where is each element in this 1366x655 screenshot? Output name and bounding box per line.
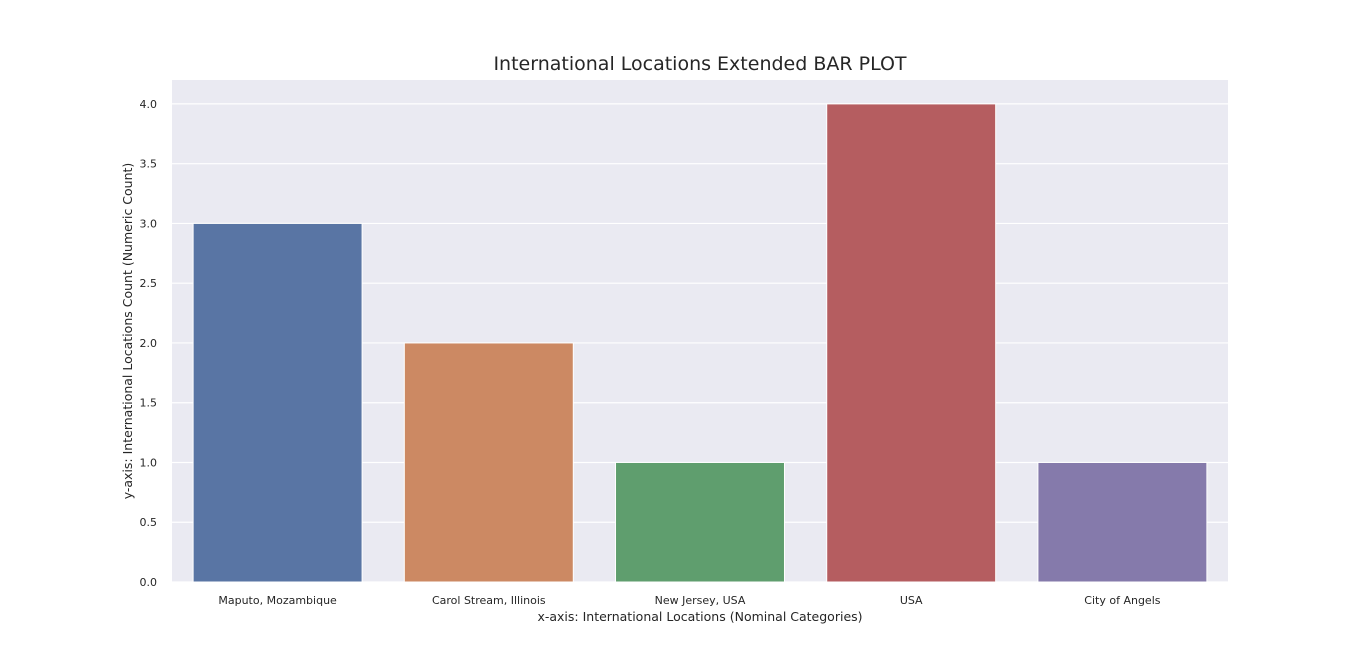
x-tick-label: City of Angels: [1084, 594, 1160, 607]
y-tick-label: 4.0: [140, 98, 158, 111]
bar: [615, 461, 785, 583]
bar: [403, 342, 574, 583]
bar: [1037, 461, 1208, 583]
bars: [192, 103, 1208, 583]
y-tick-label: 3.0: [140, 217, 158, 230]
y-tick-label: 3.5: [140, 158, 158, 171]
x-tick-label: Carol Stream, Illinois: [432, 594, 546, 607]
y-tick-label: 1.0: [140, 456, 158, 469]
x-tick-labels: Maputo, Mozambique Carol Stream, Illinois…: [218, 594, 1160, 607]
x-tick-label: New Jersey, USA: [655, 594, 746, 607]
y-tick-label: 1.5: [140, 397, 158, 410]
y-axis-label: y-axis: International Locations Count (N…: [120, 163, 135, 500]
x-tick-label: Maputo, Mozambique: [218, 594, 337, 607]
y-tick-label: 2.5: [140, 277, 158, 290]
x-tick-label: USA: [900, 594, 923, 607]
bar: [826, 103, 997, 583]
bar: [192, 222, 363, 583]
y-tick-label: 2.0: [140, 337, 158, 350]
y-tick-label: 0.0: [140, 576, 158, 589]
y-tick-label: 0.5: [140, 516, 158, 529]
chart-title: International Locations Extended BAR PLO…: [493, 53, 906, 75]
x-axis-label: x-axis: International Locations (Nominal…: [537, 609, 862, 624]
y-tick-labels: 0.0 0.5 1.0 1.5 2.0 2.5 3.0 3.5 4.0: [140, 98, 158, 589]
